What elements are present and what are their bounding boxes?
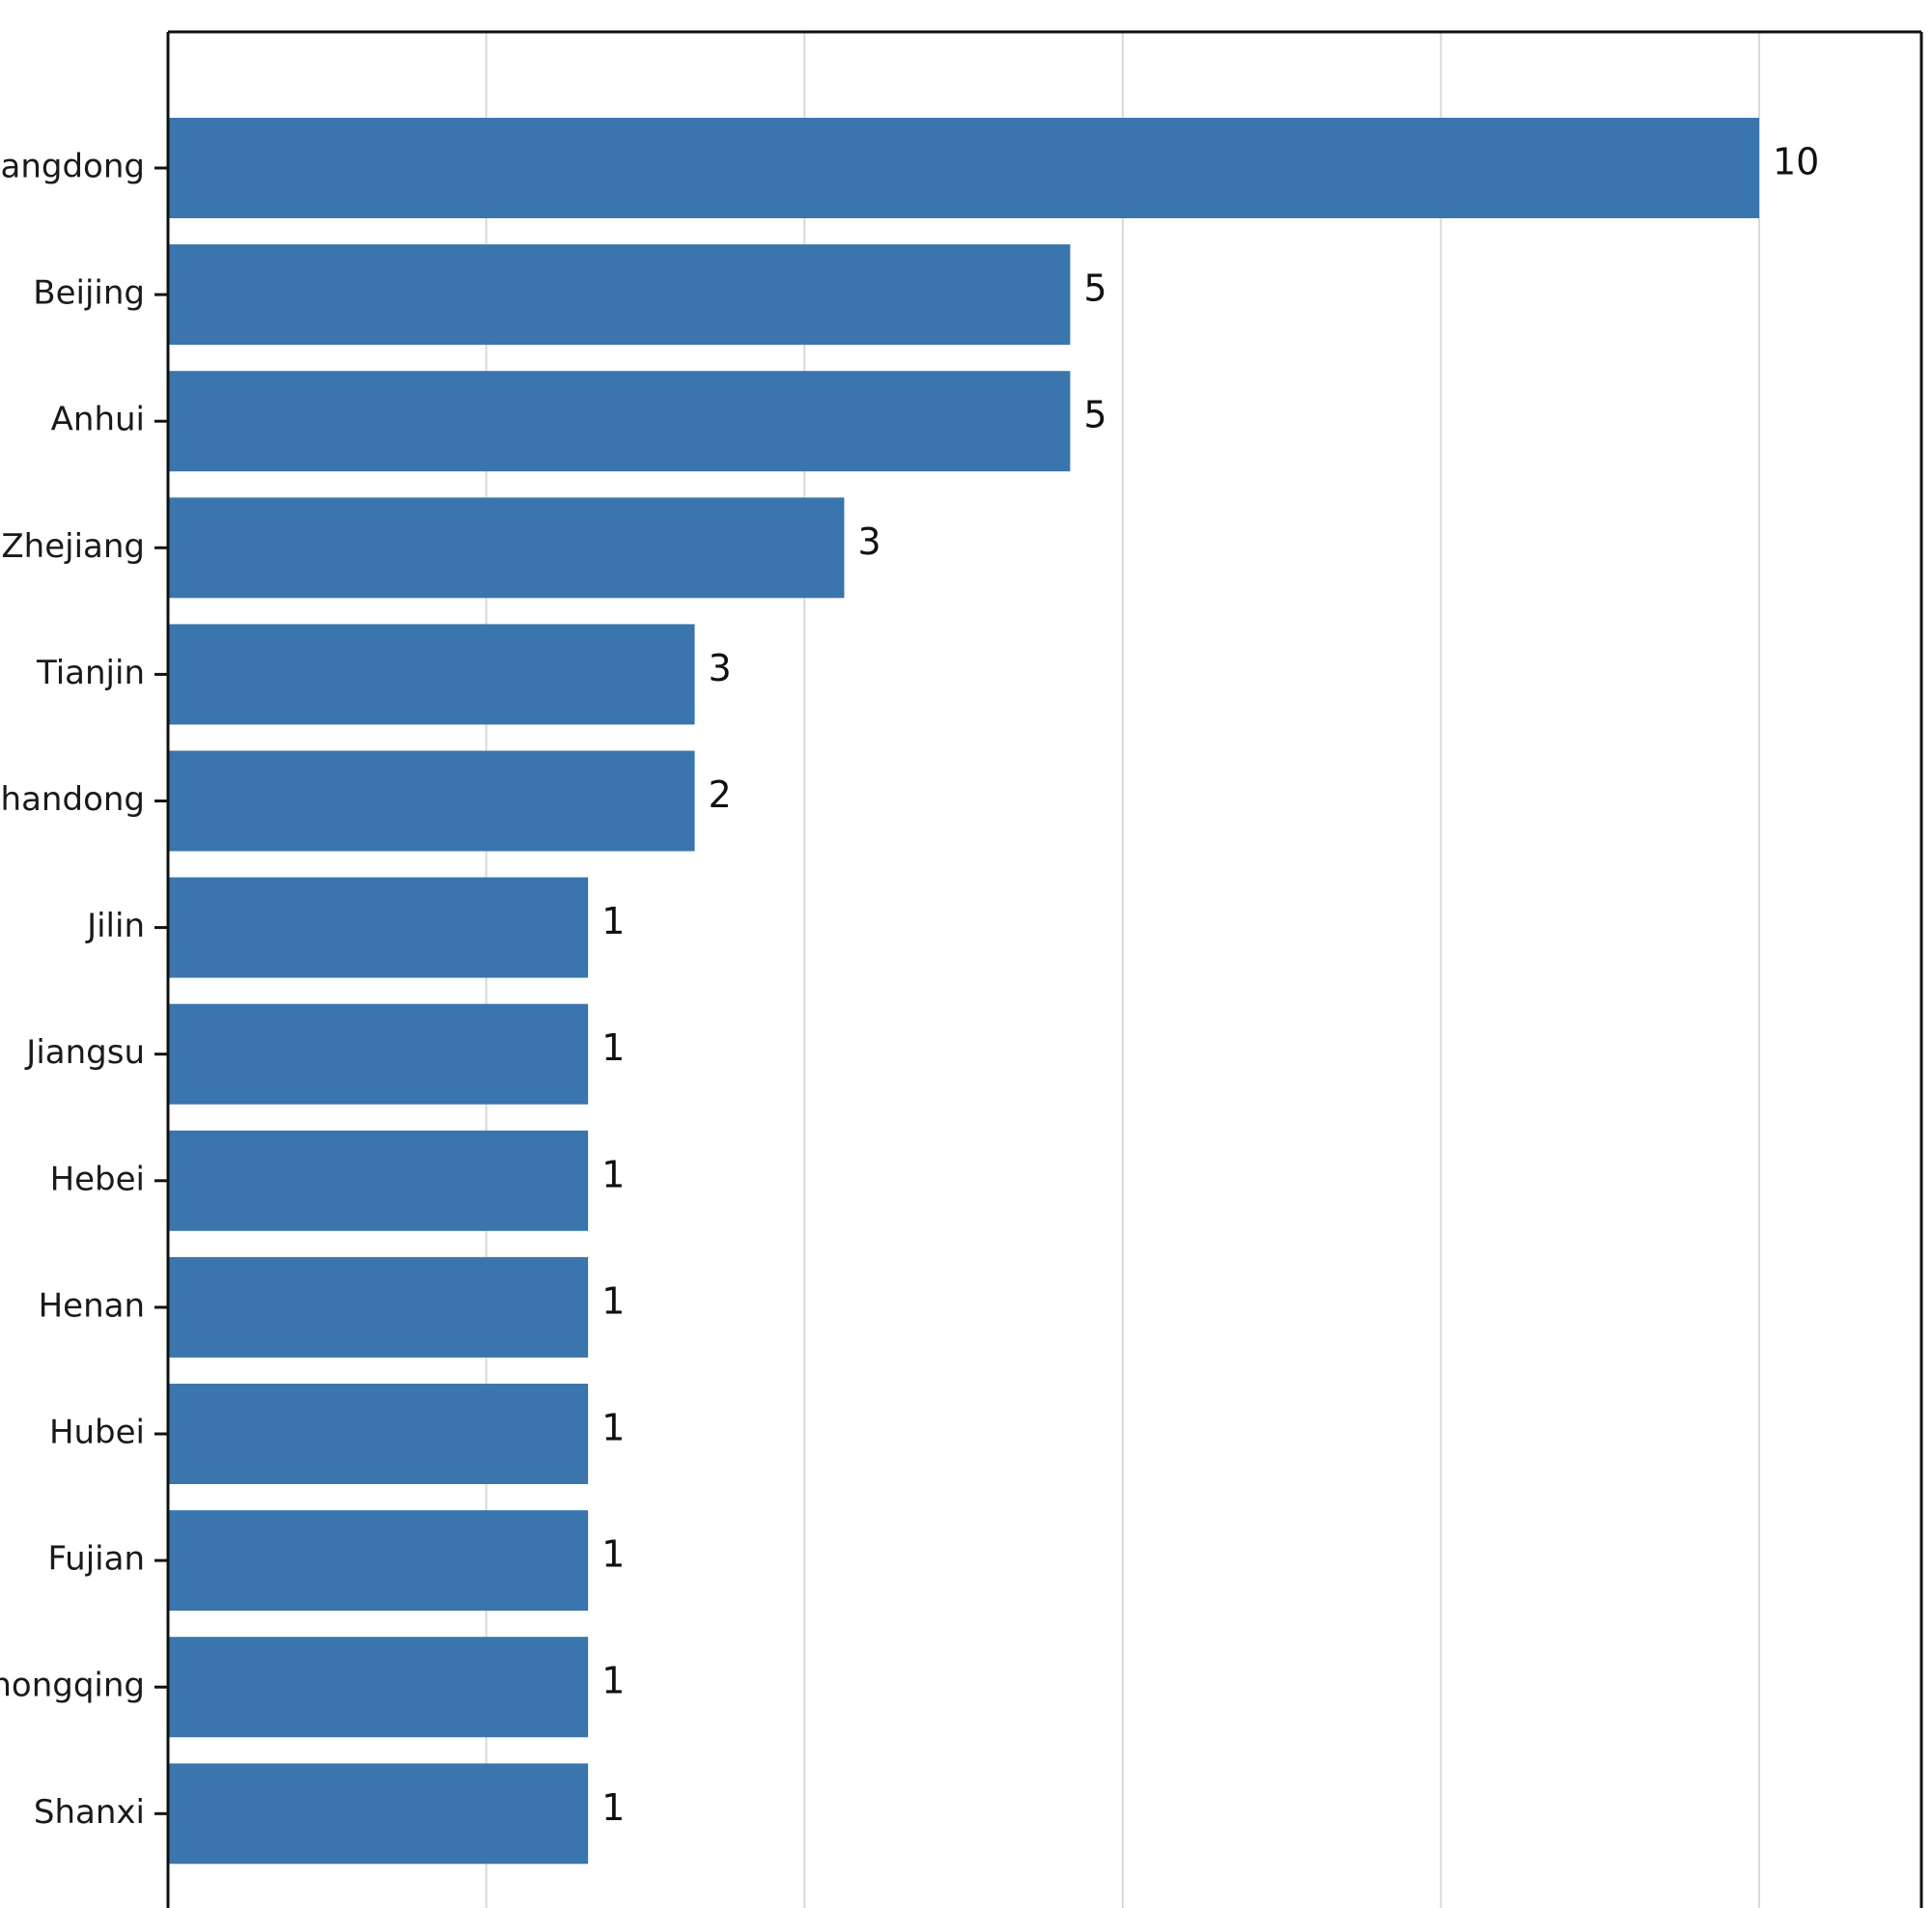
y-tick-label-beijing: Beijing [33,274,145,313]
data-label-beijing: 5 [1083,267,1106,310]
data-label-hebei: 1 [602,1153,625,1195]
labels: Guangdong 10 Beijing 5 Anhui 5 Zhejiang 3 Tianji… [0,141,1819,1832]
bar-tianjin [169,624,695,725]
bar-hubei [169,1384,589,1484]
axes [154,30,1923,1908]
bar-shandong [169,750,695,852]
bar-chongqing [169,1637,589,1738]
data-label-tianjin: 3 [708,647,731,689]
y-tick-label-jiangsu: Jiangsu [24,1033,145,1072]
y-tick-label-chongqing: Chongqing [0,1667,145,1705]
data-label-shandong: 2 [708,773,731,816]
data-label-fujian: 1 [602,1533,625,1576]
y-tick-label-anhui: Anhui [51,401,145,439]
data-label-anhui: 5 [1083,394,1106,436]
data-label-jiangsu: 1 [602,1026,625,1069]
bar-shanxi [169,1763,589,1865]
data-label-hubei: 1 [602,1407,625,1449]
bar-jiangsu [169,1003,589,1105]
data-label-zhejiang: 3 [857,520,881,563]
y-tick-label-zhejiang: Zhejiang [1,527,145,566]
y-tick-label-hubei: Hubei [49,1414,145,1452]
y-tick-label-jilin: Jilin [85,907,145,945]
bar-anhui [169,371,1071,472]
data-label-jilin: 1 [602,900,625,942]
y-tick-label-hebei: Hebei [50,1160,145,1198]
data-label-shanxi: 1 [602,1786,625,1829]
y-tick-label-fujian: Fujian [47,1540,145,1579]
bar-guangdong [169,118,1759,218]
data-label-guangdong: 10 [1773,141,1819,183]
bars [169,118,1759,1865]
bar-jilin [169,877,589,978]
data-label-henan: 1 [602,1279,625,1322]
y-tick-label-shandong: Shandong [0,780,145,819]
y-tick-label-guangdong: Guangdong [0,148,145,186]
bar-zhejiang [169,497,845,599]
y-tick-label-henan: Henan [39,1286,145,1325]
bar-beijing [169,244,1071,346]
y-tick-label-tianjin: Tianjin [36,654,145,692]
data-label-chongqing: 1 [602,1660,625,1702]
bar-henan [169,1256,589,1358]
bar-hebei [169,1130,589,1231]
bar-fujian [169,1510,589,1612]
y-tick-label-shanxi: Shanxi [34,1793,145,1832]
